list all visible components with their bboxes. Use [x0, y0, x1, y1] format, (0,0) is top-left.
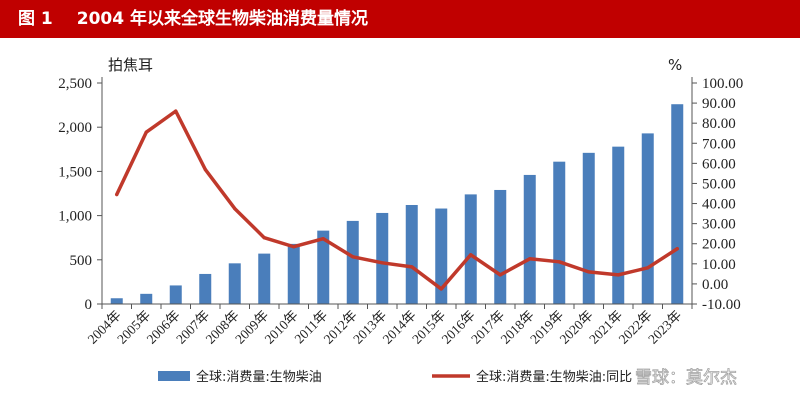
bar: [317, 230, 330, 304]
line-point: [144, 130, 148, 134]
bar: [140, 293, 153, 304]
line-point: [469, 253, 473, 257]
x-axis-category-label: 2010年: [262, 308, 301, 347]
legend-bar-label: 全球:消费量:生物柴油: [196, 369, 322, 385]
right-axis-tick-label: 20.00: [702, 237, 736, 253]
right-axis-tick-label: 10.00: [702, 257, 736, 273]
right-axis-tick-label: 40.00: [702, 197, 736, 213]
line-point: [203, 167, 207, 171]
line-point: [321, 237, 325, 241]
right-axis-tick-label: 100.00: [702, 76, 743, 92]
line-point: [233, 206, 237, 211]
line-point: [439, 287, 443, 291]
bar: [228, 263, 241, 304]
right-axis-tick-label: 90.00: [702, 96, 736, 112]
bar: [435, 208, 448, 304]
line-point: [646, 266, 650, 270]
bar: [553, 161, 566, 304]
right-axis-tick-label: 80.00: [702, 116, 736, 132]
line-point: [292, 245, 296, 249]
legend: 全球:消费量:生物柴油 全球:消费量:生物柴油:同比: [158, 369, 632, 385]
x-axis: 2004年2005年2006年2007年2008年2009年2010年2011年…: [85, 303, 693, 347]
x-axis-category-label: 2023年: [645, 308, 684, 347]
left-axis-tick-label: 0: [85, 297, 93, 313]
right-axis-tick-label: 30.00: [702, 217, 736, 233]
right-axis: -10.00 0.00 10.00 20.00 30.00 40.00 50.00 60.00…: [691, 76, 743, 313]
left-axis-tick-label: 2,000: [58, 120, 92, 136]
line-point: [616, 273, 620, 277]
bar: [110, 298, 123, 304]
line-point: [380, 261, 384, 265]
line-point: [115, 192, 119, 197]
line-point: [410, 265, 414, 269]
line-point: [557, 260, 561, 264]
left-axis: 0 500 1,000 1,500 2,000 2,500: [58, 76, 103, 313]
figure-title: 2004 年以来全球生物柴油消费量情况: [76, 9, 368, 29]
bar: [494, 189, 507, 304]
line-point: [351, 255, 355, 259]
right-axis-tick-label: 60.00: [702, 156, 736, 172]
right-axis-tick-label: 0.00: [702, 277, 728, 293]
line-point: [587, 270, 591, 274]
right-axis-tick-label: 70.00: [702, 136, 736, 152]
line-point: [675, 247, 679, 251]
line-series: [115, 109, 679, 291]
bar: [258, 253, 271, 304]
left-axis-tick-label: 1,000: [58, 209, 92, 225]
yoy-line: [115, 109, 679, 291]
legend-line-label: 全球:消费量:生物柴油:同比: [476, 369, 632, 385]
bar: [376, 212, 389, 304]
figure-title-bar: 图 1 2004 年以来全球生物柴油消费量情况: [0, 0, 800, 38]
right-axis-tick-label: -10.00: [702, 297, 741, 313]
left-axis-tick-label: 500: [70, 253, 93, 269]
bar: [346, 220, 359, 304]
right-axis-unit: %: [668, 56, 682, 74]
line-point: [174, 109, 178, 113]
left-axis-unit: 拍焦耳: [108, 56, 153, 74]
bar: [199, 273, 212, 304]
legend-bar-swatch: [158, 371, 190, 381]
bar: [405, 204, 418, 304]
right-axis-tick-label: 50.00: [702, 176, 736, 192]
line-point: [262, 236, 266, 240]
bar: [582, 152, 595, 304]
bar: [612, 146, 625, 304]
bar-series: [110, 104, 684, 304]
left-axis-tick-label: 1,500: [58, 164, 92, 180]
line-point: [528, 257, 532, 261]
line-point: [498, 273, 502, 277]
left-axis-tick-label: 2,500: [58, 76, 92, 92]
bar: [169, 285, 182, 304]
bar: [287, 243, 300, 304]
watermark: 雪球：莫尔杰: [635, 368, 737, 388]
bar: [523, 174, 536, 304]
chart: 拍焦耳 % 0 500 1,000 1,500 2,000 2,500 -10.00 0.0…: [58, 56, 743, 388]
bar: [641, 133, 654, 304]
bar: [671, 104, 684, 304]
figure-label: 图 1: [18, 9, 53, 29]
bar: [464, 194, 477, 304]
